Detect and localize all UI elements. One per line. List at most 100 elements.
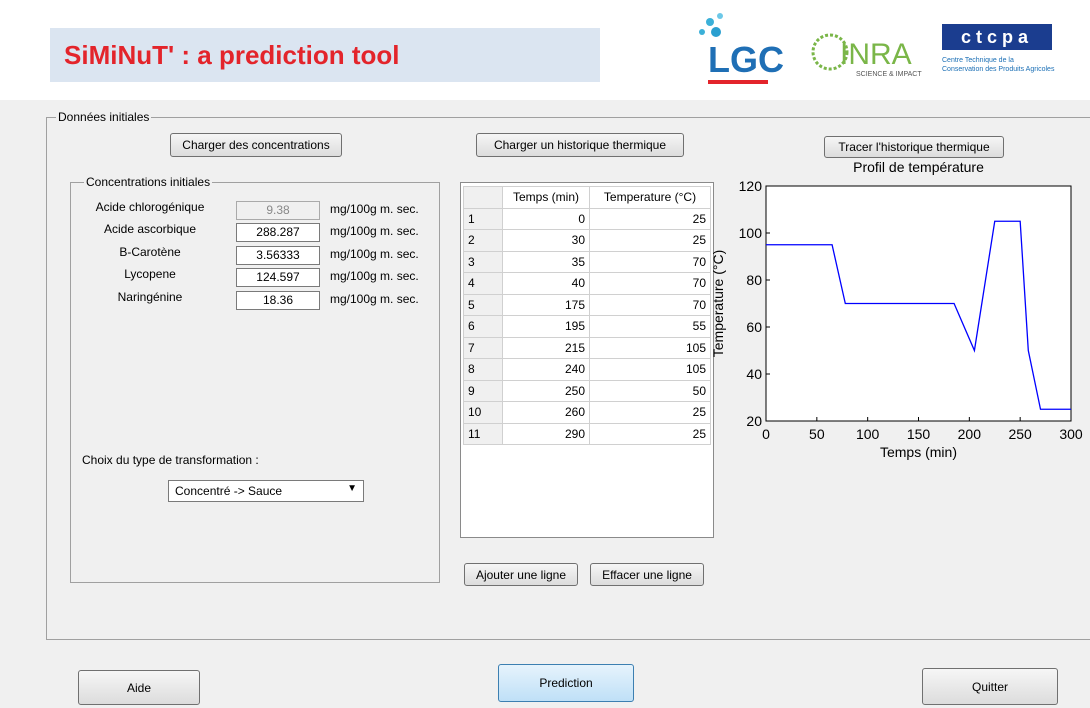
row-number: 4	[463, 272, 503, 295]
lgc-logo: LGC	[699, 13, 784, 84]
table-row: 5 175 70	[463, 293, 711, 316]
temperature-line	[766, 220, 1071, 410]
row-number: 11	[463, 422, 503, 445]
trace-button[interactable]: Tracer l'historique thermique	[824, 136, 1004, 158]
table-cell: 105	[589, 358, 711, 381]
conc-unit: mg/100g m. sec.	[330, 269, 419, 283]
conc-label: Acide ascorbique	[103, 222, 197, 236]
conc-unit: mg/100g m. sec.	[330, 292, 419, 306]
table-row: 6 195 55	[463, 315, 711, 338]
x-tick-label: 50	[809, 426, 825, 442]
table-cell: 195	[502, 315, 590, 338]
y-tick-label: 100	[739, 225, 763, 241]
table-cell: 50	[589, 379, 711, 402]
panel-title: Données initiales	[56, 110, 152, 124]
x-tick-label: 100	[856, 426, 880, 442]
ctcpa-sub: Centre Technique de la Conservation des …	[942, 57, 1055, 73]
conc-unit: mg/100g m. sec.	[330, 202, 419, 216]
inra-sub: SCIENCE & IMPACT	[856, 71, 922, 78]
table-row: 7 215 105	[463, 336, 711, 359]
quit-button[interactable]: Quitter	[922, 668, 1058, 705]
lgc-text: LGC	[708, 39, 784, 80]
table-cell: 25	[589, 229, 711, 252]
data-table: Temps (min) Temperature (°C) 1 0 25 2 30 25 3 35 7…	[463, 186, 711, 445]
col-header: Temps (min)	[502, 186, 590, 209]
ctcpa-logo: ctcpa Centre Technique de la Conservatio…	[942, 24, 1055, 73]
inra-text: INRA	[840, 38, 912, 71]
dropdown-arrow: ▼	[347, 483, 357, 494]
table-cell: 0	[502, 207, 590, 230]
conc-input[interactable]: 124.597	[236, 268, 320, 287]
y-tick-label: 40	[746, 366, 762, 382]
row-number: 1	[463, 207, 503, 230]
table-cell: 35	[502, 250, 590, 273]
table-row: 11 290 25	[463, 422, 711, 445]
app-title: SiMiNuT' : a prediction tool	[50, 28, 600, 82]
table-cell: 70	[589, 250, 711, 273]
conc-unit: mg/100g m. sec.	[330, 247, 419, 261]
conc-input[interactable]: 18.36	[236, 291, 320, 310]
row-number: 10	[463, 401, 503, 424]
table-cell: 25	[589, 207, 711, 230]
conc-input: 9.38	[236, 201, 320, 220]
table-cell: 215	[502, 336, 590, 359]
table-cell: 40	[502, 272, 590, 295]
predict-button[interactable]: Prediction	[498, 664, 634, 702]
y-tick-label: 20	[746, 413, 762, 429]
table-cell: 55	[589, 315, 711, 338]
conc-unit: mg/100g m. sec.	[330, 224, 419, 238]
inra-logo: INRA SCIENCE & IMPACT	[811, 33, 922, 78]
ctcpa-text: ctcpa	[961, 27, 1033, 47]
panel	[46, 117, 1090, 640]
y-tick-label: 60	[746, 319, 762, 335]
table-row: 4 40 70	[463, 272, 711, 295]
x-tick-label: 150	[907, 426, 931, 442]
load-conc-button[interactable]: Charger des concentrations	[170, 133, 342, 157]
add-row-button[interactable]: Ajouter une ligne	[464, 563, 578, 586]
table-row: 9 250 50	[463, 379, 711, 402]
load-hist-button[interactable]: Charger un historique thermique	[476, 133, 684, 157]
y-tick-label: 80	[746, 272, 762, 288]
table-box: Temps (min) Temperature (°C) 1 0 25 2 30 25 3 35 7…	[460, 182, 714, 538]
table-row: 1 0 25	[463, 207, 711, 230]
conc-title: Concentrations initiales	[84, 175, 213, 189]
table-cell: 260	[502, 401, 590, 424]
y-tick-label: 120	[739, 178, 763, 194]
conc-label: Acide chlorogénique	[95, 200, 205, 214]
del-row-button[interactable]: Effacer une ligne	[590, 563, 704, 586]
row-number: 2	[463, 229, 503, 252]
logos: LGC INRA SCIENCE & IMPACT ctcpa Centre T…	[699, 13, 1055, 84]
conc-label: Naringénine	[117, 290, 183, 304]
row-number: 9	[463, 379, 503, 402]
x-tick-label: 250	[1008, 426, 1032, 442]
y-axis-label: Temperature (°C)	[710, 250, 726, 358]
table-cell: 25	[589, 422, 711, 445]
choice-label: Choix du type de transformation :	[82, 453, 259, 467]
plot-title: Profil de température	[853, 159, 984, 175]
table-row: 10 260 25	[463, 401, 711, 424]
table-row: 3 35 70	[463, 250, 711, 273]
row-number: 5	[463, 293, 503, 316]
table-cell: 290	[502, 422, 590, 445]
row-number: 7	[463, 336, 503, 359]
conc-input[interactable]: 288.287	[236, 223, 320, 242]
conc-label: B-Carotène	[119, 245, 181, 259]
table-row: 2 30 25	[463, 229, 711, 252]
table-cell: 105	[589, 336, 711, 359]
choice-value: Concentré -> Sauce	[175, 484, 283, 498]
conc-input[interactable]: 3.56333	[236, 246, 320, 265]
x-tick-label: 0	[762, 426, 770, 442]
x-tick-label: 200	[958, 426, 982, 442]
table-cell: 25	[589, 401, 711, 424]
table-cell: 250	[502, 379, 590, 402]
help-button[interactable]: Aide	[78, 670, 200, 705]
col-header: Temperature (°C)	[589, 186, 711, 209]
row-number: 6	[463, 315, 503, 338]
row-number: 8	[463, 358, 503, 381]
x-axis-label: Temps (min)	[880, 444, 957, 460]
choice-select[interactable]: Concentré -> Sauce ▼	[168, 480, 364, 502]
table-cell: 240	[502, 358, 590, 381]
table-cell: 70	[589, 293, 711, 316]
x-tick-label: 300	[1059, 426, 1083, 442]
